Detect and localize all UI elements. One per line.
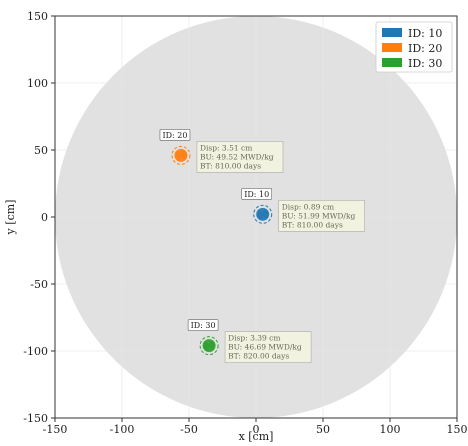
legend-swatch bbox=[382, 58, 402, 67]
displacement-ring bbox=[253, 204, 273, 224]
data-point bbox=[176, 151, 180, 156]
y-axis-label: y [cm] bbox=[4, 200, 17, 236]
id-label-box bbox=[159, 129, 191, 141]
data-point bbox=[260, 212, 265, 217]
burntime-annotation: BT: 810.00 days bbox=[200, 161, 261, 170]
core-boundary-circle bbox=[55, 16, 457, 418]
displacement-ring bbox=[171, 145, 191, 165]
legend-swatch bbox=[382, 43, 402, 52]
data-point bbox=[263, 214, 268, 219]
y-tick-label: -150 bbox=[23, 412, 48, 425]
x-tick-label: -150 bbox=[43, 423, 68, 436]
data-point bbox=[203, 344, 207, 349]
data-point bbox=[204, 341, 208, 346]
y-tick-label: 150 bbox=[27, 10, 48, 23]
data-point bbox=[207, 343, 211, 348]
legend-label: ID: 20 bbox=[408, 42, 442, 55]
x-tick-label: 150 bbox=[447, 423, 468, 436]
data-point bbox=[257, 210, 262, 215]
disp-annotation: Disp: 3.39 cm bbox=[228, 334, 280, 343]
data-point bbox=[183, 152, 187, 157]
data-point bbox=[179, 153, 183, 158]
data-point bbox=[264, 211, 269, 216]
legend: ID: 10 ID: 20 ID: 30 bbox=[375, 21, 453, 73]
burnup-annotation: BU: 49.52 MWD/kg bbox=[200, 152, 274, 161]
id-label: ID: 30 bbox=[191, 321, 216, 330]
data-point bbox=[256, 213, 261, 218]
data-point bbox=[175, 154, 179, 159]
id-label-box bbox=[187, 319, 219, 331]
y-tick-label: 50 bbox=[34, 144, 48, 157]
annotation-box bbox=[224, 331, 312, 363]
y-tick-label: 100 bbox=[27, 77, 48, 90]
x-tick-label: 0 bbox=[253, 423, 260, 436]
id-label-box bbox=[241, 188, 272, 200]
annotation-box bbox=[278, 200, 366, 232]
legend-swatch bbox=[382, 28, 402, 37]
plot-area bbox=[54, 15, 458, 419]
annotation-box bbox=[196, 141, 284, 173]
burntime-annotation: BT: 810.00 days bbox=[282, 220, 343, 229]
data-point bbox=[182, 155, 186, 160]
x-axis-label: x [cm] bbox=[239, 430, 274, 443]
disp-annotation: Disp: 3.51 cm bbox=[200, 143, 252, 152]
axes: -150 -100 -50 0 50 100 150 -150 -100 -50 0 50 100 150… bbox=[4, 10, 468, 443]
y-tick-label: -100 bbox=[23, 345, 48, 358]
displacement-ring bbox=[199, 336, 219, 356]
disp-annotation: Disp: 0.89 cm bbox=[282, 202, 334, 211]
x-tick-label: -100 bbox=[110, 423, 135, 436]
id-label: ID: 10 bbox=[244, 190, 269, 199]
id-label: ID: 20 bbox=[162, 131, 187, 140]
x-tick-label: 50 bbox=[316, 423, 330, 436]
burnup-annotation: BU: 51.99 MWD/kg bbox=[282, 211, 356, 220]
data-point bbox=[210, 345, 214, 350]
x-tick-label: -50 bbox=[180, 423, 198, 436]
burntime-annotation: BT: 820.00 days bbox=[228, 352, 289, 361]
y-tick-label: 0 bbox=[41, 211, 48, 224]
data-point bbox=[211, 342, 215, 347]
y-tick-label: -50 bbox=[30, 278, 48, 291]
legend-label: ID: 10 bbox=[408, 27, 442, 40]
x-tick-label: 100 bbox=[380, 423, 401, 436]
legend-label: ID: 30 bbox=[408, 57, 442, 70]
burnup-annotation: BU: 46.69 MWD/kg bbox=[228, 343, 302, 352]
